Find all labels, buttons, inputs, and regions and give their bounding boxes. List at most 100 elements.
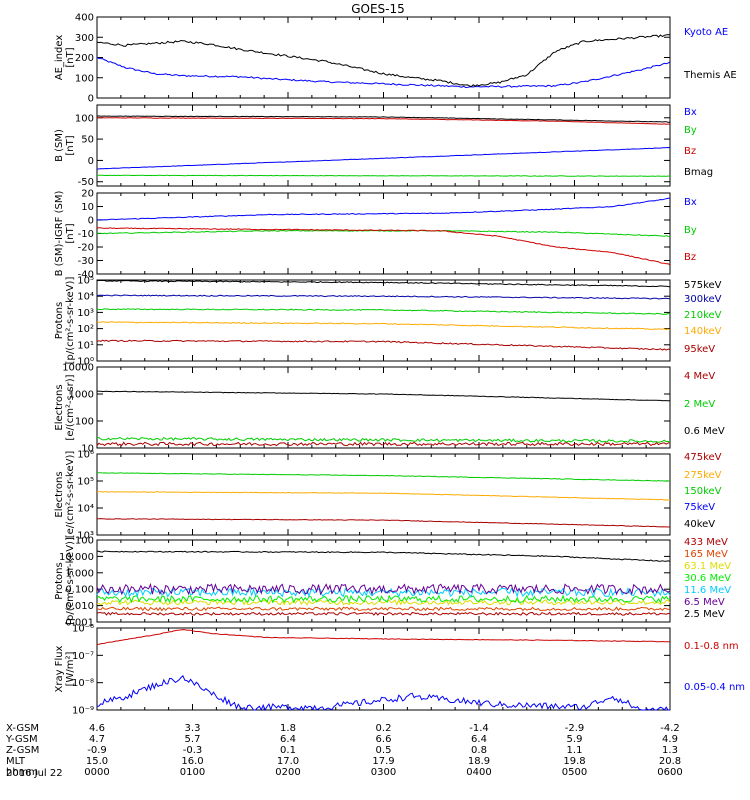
series-line-300kev: [96, 294, 670, 300]
x-axis-value: 0000: [84, 767, 109, 778]
panel-protons_kev: 10⁰ 10¹ 10² 10³ 10⁴ 10⁵ Protons [p/(cm²-s-sr-ke…: [54, 276, 722, 368]
legend-label: 40keV: [684, 519, 715, 530]
series-line-bmag: [96, 115, 670, 123]
y-tick-label: 10⁴: [77, 504, 94, 515]
panel-protons_mev: 0.001 0.010 0.100 1.000 10.000 100 Protons [p/(…: [54, 536, 731, 629]
y-tick-label: 20: [81, 189, 94, 200]
series-line-150kev: [97, 472, 671, 482]
series-line-275kev: [96, 491, 671, 501]
x-axis-value: 0.2: [376, 723, 392, 734]
y-tick-label: 10⁻⁹: [72, 706, 94, 717]
y-tick-label: -50: [78, 177, 94, 188]
y-axis-label: AE_index: [54, 35, 65, 81]
x-axis-value: -1.4: [469, 723, 489, 734]
x-axis-value: -4.2: [660, 723, 680, 734]
series-line-0-6-mev: [96, 390, 671, 402]
y-tick-label: 10⁻⁸: [72, 678, 94, 689]
y-tick-label: 0: [88, 156, 94, 167]
panel-frame: [96, 366, 671, 449]
legend-label: 165 MeV: [684, 549, 728, 560]
x-axis-value: 5.7: [185, 734, 201, 745]
x-axis-value: 0200: [275, 767, 300, 778]
y-tick-label: 10⁰: [77, 357, 94, 368]
legend-label: 575keV: [684, 280, 722, 291]
panel-electrons_mev: 10 100 1000 10000 Electrons [e/(cm²-s-sr)] 4 M…: [54, 363, 725, 455]
legend-label: 0.6 MeV: [684, 426, 725, 437]
series-line-by: [97, 174, 671, 177]
series-line-575kev: [96, 279, 671, 288]
x-axis-value: 4.7: [89, 734, 105, 745]
legend-label: Bz: [684, 252, 696, 263]
y-axis-label: [p/(cm²-s-sr-keV)]: [65, 277, 76, 365]
legend-label: 11.6 MeV: [684, 585, 731, 596]
y-tick-label: 10⁻⁶: [72, 624, 94, 635]
x-axis-value: 0.8: [471, 745, 487, 756]
y-tick-label: 100: [75, 536, 94, 547]
series-line-0-05-0-4-nm: [96, 674, 670, 712]
y-tick-label: 10²: [77, 324, 94, 335]
series-line-2-mev: [96, 436, 671, 444]
y-tick-label: 0.001: [65, 618, 94, 629]
x-axis-value: 0600: [657, 767, 682, 778]
x-axis-value: 0.5: [376, 745, 392, 756]
y-tick-label: 1000: [69, 390, 94, 401]
x-axis-value: 15.0: [86, 756, 108, 767]
series-line-themis-ae: [96, 34, 671, 88]
y-tick-label: 0: [88, 216, 94, 227]
x-axis-value: 1.3: [662, 745, 678, 756]
series-line-140kev: [96, 321, 671, 331]
x-axis-value: 17.0: [277, 756, 299, 767]
legend-label: 30.6 MeV: [684, 573, 731, 584]
series-line-bz: [97, 117, 671, 125]
x-axis-value: 6.4: [280, 734, 296, 745]
series-line-210kev: [96, 308, 671, 315]
series-line-bx: [97, 146, 671, 170]
x-axis-value: -0.3: [183, 745, 203, 756]
y-tick-label: 100: [75, 417, 94, 428]
y-axis-label: Protons: [54, 562, 65, 599]
series-line-2-5-mev: [96, 550, 671, 562]
panel-bsm: -50 0 50 100 B (SM) [nT] Bx By Bz Bmag: [54, 104, 713, 188]
y-tick-label: 10³: [77, 308, 94, 319]
x-axis-value: 0400: [466, 767, 491, 778]
y-axis-label: [p/(cm²-s-sr-keV)]: [65, 537, 76, 625]
series-line-4-mev: [96, 441, 671, 447]
legend-label: 6.5 MeV: [684, 597, 725, 608]
legend-label: By: [684, 225, 697, 236]
legend-label: 4 MeV: [684, 371, 715, 382]
y-axis-label: Electrons: [54, 471, 65, 517]
y-tick-label: -30: [78, 256, 94, 267]
panel-ae: 0 100 200 300 400 AE_index [nT] Kyoto AE Themis …: [54, 13, 737, 105]
y-tick-label: 10⁶: [77, 450, 94, 461]
legend-label: 300keV: [684, 294, 722, 305]
x-axis-value: 19.8: [563, 756, 585, 767]
legend-label: Bx: [684, 197, 697, 208]
series-line-by: [97, 229, 671, 237]
panel-electrons_kev: 10³ 10⁴ 10⁵ 10⁶ Electrons [e/(cm²-s-sr-keV)] 4…: [54, 450, 722, 542]
y-tick-label: 100: [75, 113, 94, 124]
x-axis-value: 1.8: [280, 723, 296, 734]
series-line-30-6-mev: [96, 594, 671, 604]
y-tick-label: 200: [75, 53, 94, 64]
y-axis-label: B (SM)-IGRF (SM): [54, 191, 65, 277]
y-tick-label: -20: [78, 243, 94, 254]
y-axis-label: [e/(cm²-s-sr-keV)]: [65, 451, 76, 539]
x-axis-row-label: X-GSM: [6, 723, 39, 734]
panel-frame: [96, 279, 671, 362]
y-axis-label: [nT]: [65, 223, 76, 243]
series-line-433-mev: [96, 611, 671, 616]
y-tick-label: 10: [81, 202, 94, 213]
legend-label: 95keV: [684, 344, 715, 355]
y-tick-label: -40: [78, 270, 94, 281]
x-axis-value: 0.1: [280, 745, 296, 756]
legend-label: Themis AE: [683, 70, 737, 81]
y-tick-label: 10¹: [77, 340, 94, 351]
legend-label: 275keV: [684, 470, 722, 481]
legend-label: 210keV: [684, 310, 722, 321]
legend-label: 140keV: [684, 326, 722, 337]
x-axis-value: 0100: [180, 767, 205, 778]
series-line-bz: [96, 227, 671, 266]
x-axis-value: 4.9: [662, 734, 678, 745]
x-axis-value: 1.1: [567, 745, 583, 756]
